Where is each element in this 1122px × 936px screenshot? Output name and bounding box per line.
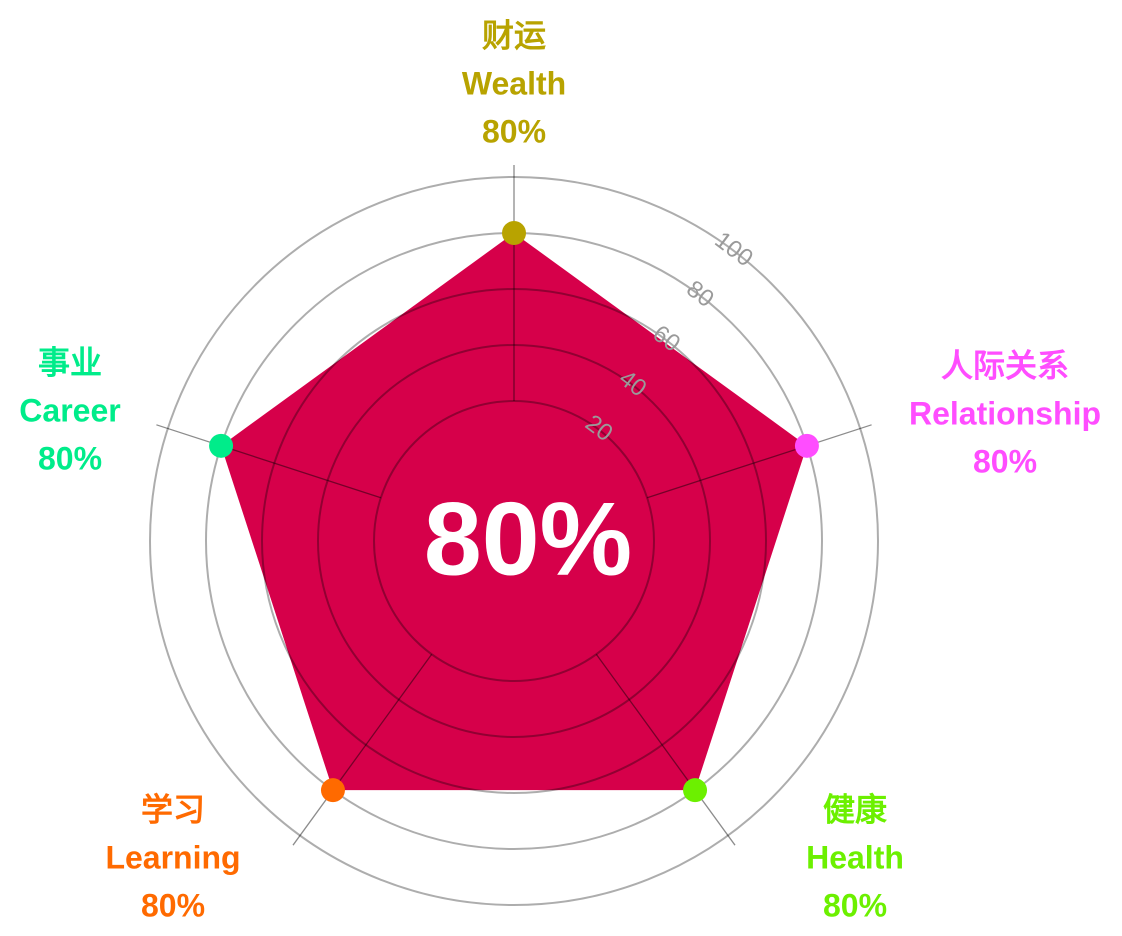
data-point: [794, 433, 819, 458]
value-label: 80%: [823, 887, 887, 923]
value-label: 80%: [38, 440, 102, 476]
category-label: Health: [806, 839, 904, 875]
grid-ring: [317, 344, 711, 738]
category-label: Learning: [105, 839, 240, 875]
grid-ring: [261, 288, 767, 794]
value-label: 80%: [141, 887, 205, 923]
grid-ring: [373, 400, 655, 682]
radar-area: [221, 233, 807, 791]
spoke: [595, 653, 736, 846]
data-point: [683, 778, 708, 803]
data-point: [502, 221, 526, 245]
data-point: [209, 433, 234, 458]
value-label: 80%: [482, 113, 546, 149]
category-label: Wealth: [462, 65, 566, 101]
category-label-zh: 事业: [38, 344, 102, 380]
spoke: [646, 424, 872, 499]
category-label-zh: 学习: [141, 791, 205, 827]
category-label: Relationship: [909, 395, 1101, 431]
value-label: 80%: [973, 443, 1037, 479]
category-label: Career: [19, 392, 120, 428]
grid-ring: [149, 176, 879, 906]
data-point: [320, 778, 345, 803]
category-label-zh: 健康: [823, 791, 888, 827]
spoke: [292, 653, 433, 846]
spoke: [156, 424, 382, 499]
category-label-zh: 财运: [482, 17, 546, 53]
category-label-zh: 人际关系: [941, 347, 1069, 383]
center-value: 80%: [424, 481, 632, 597]
